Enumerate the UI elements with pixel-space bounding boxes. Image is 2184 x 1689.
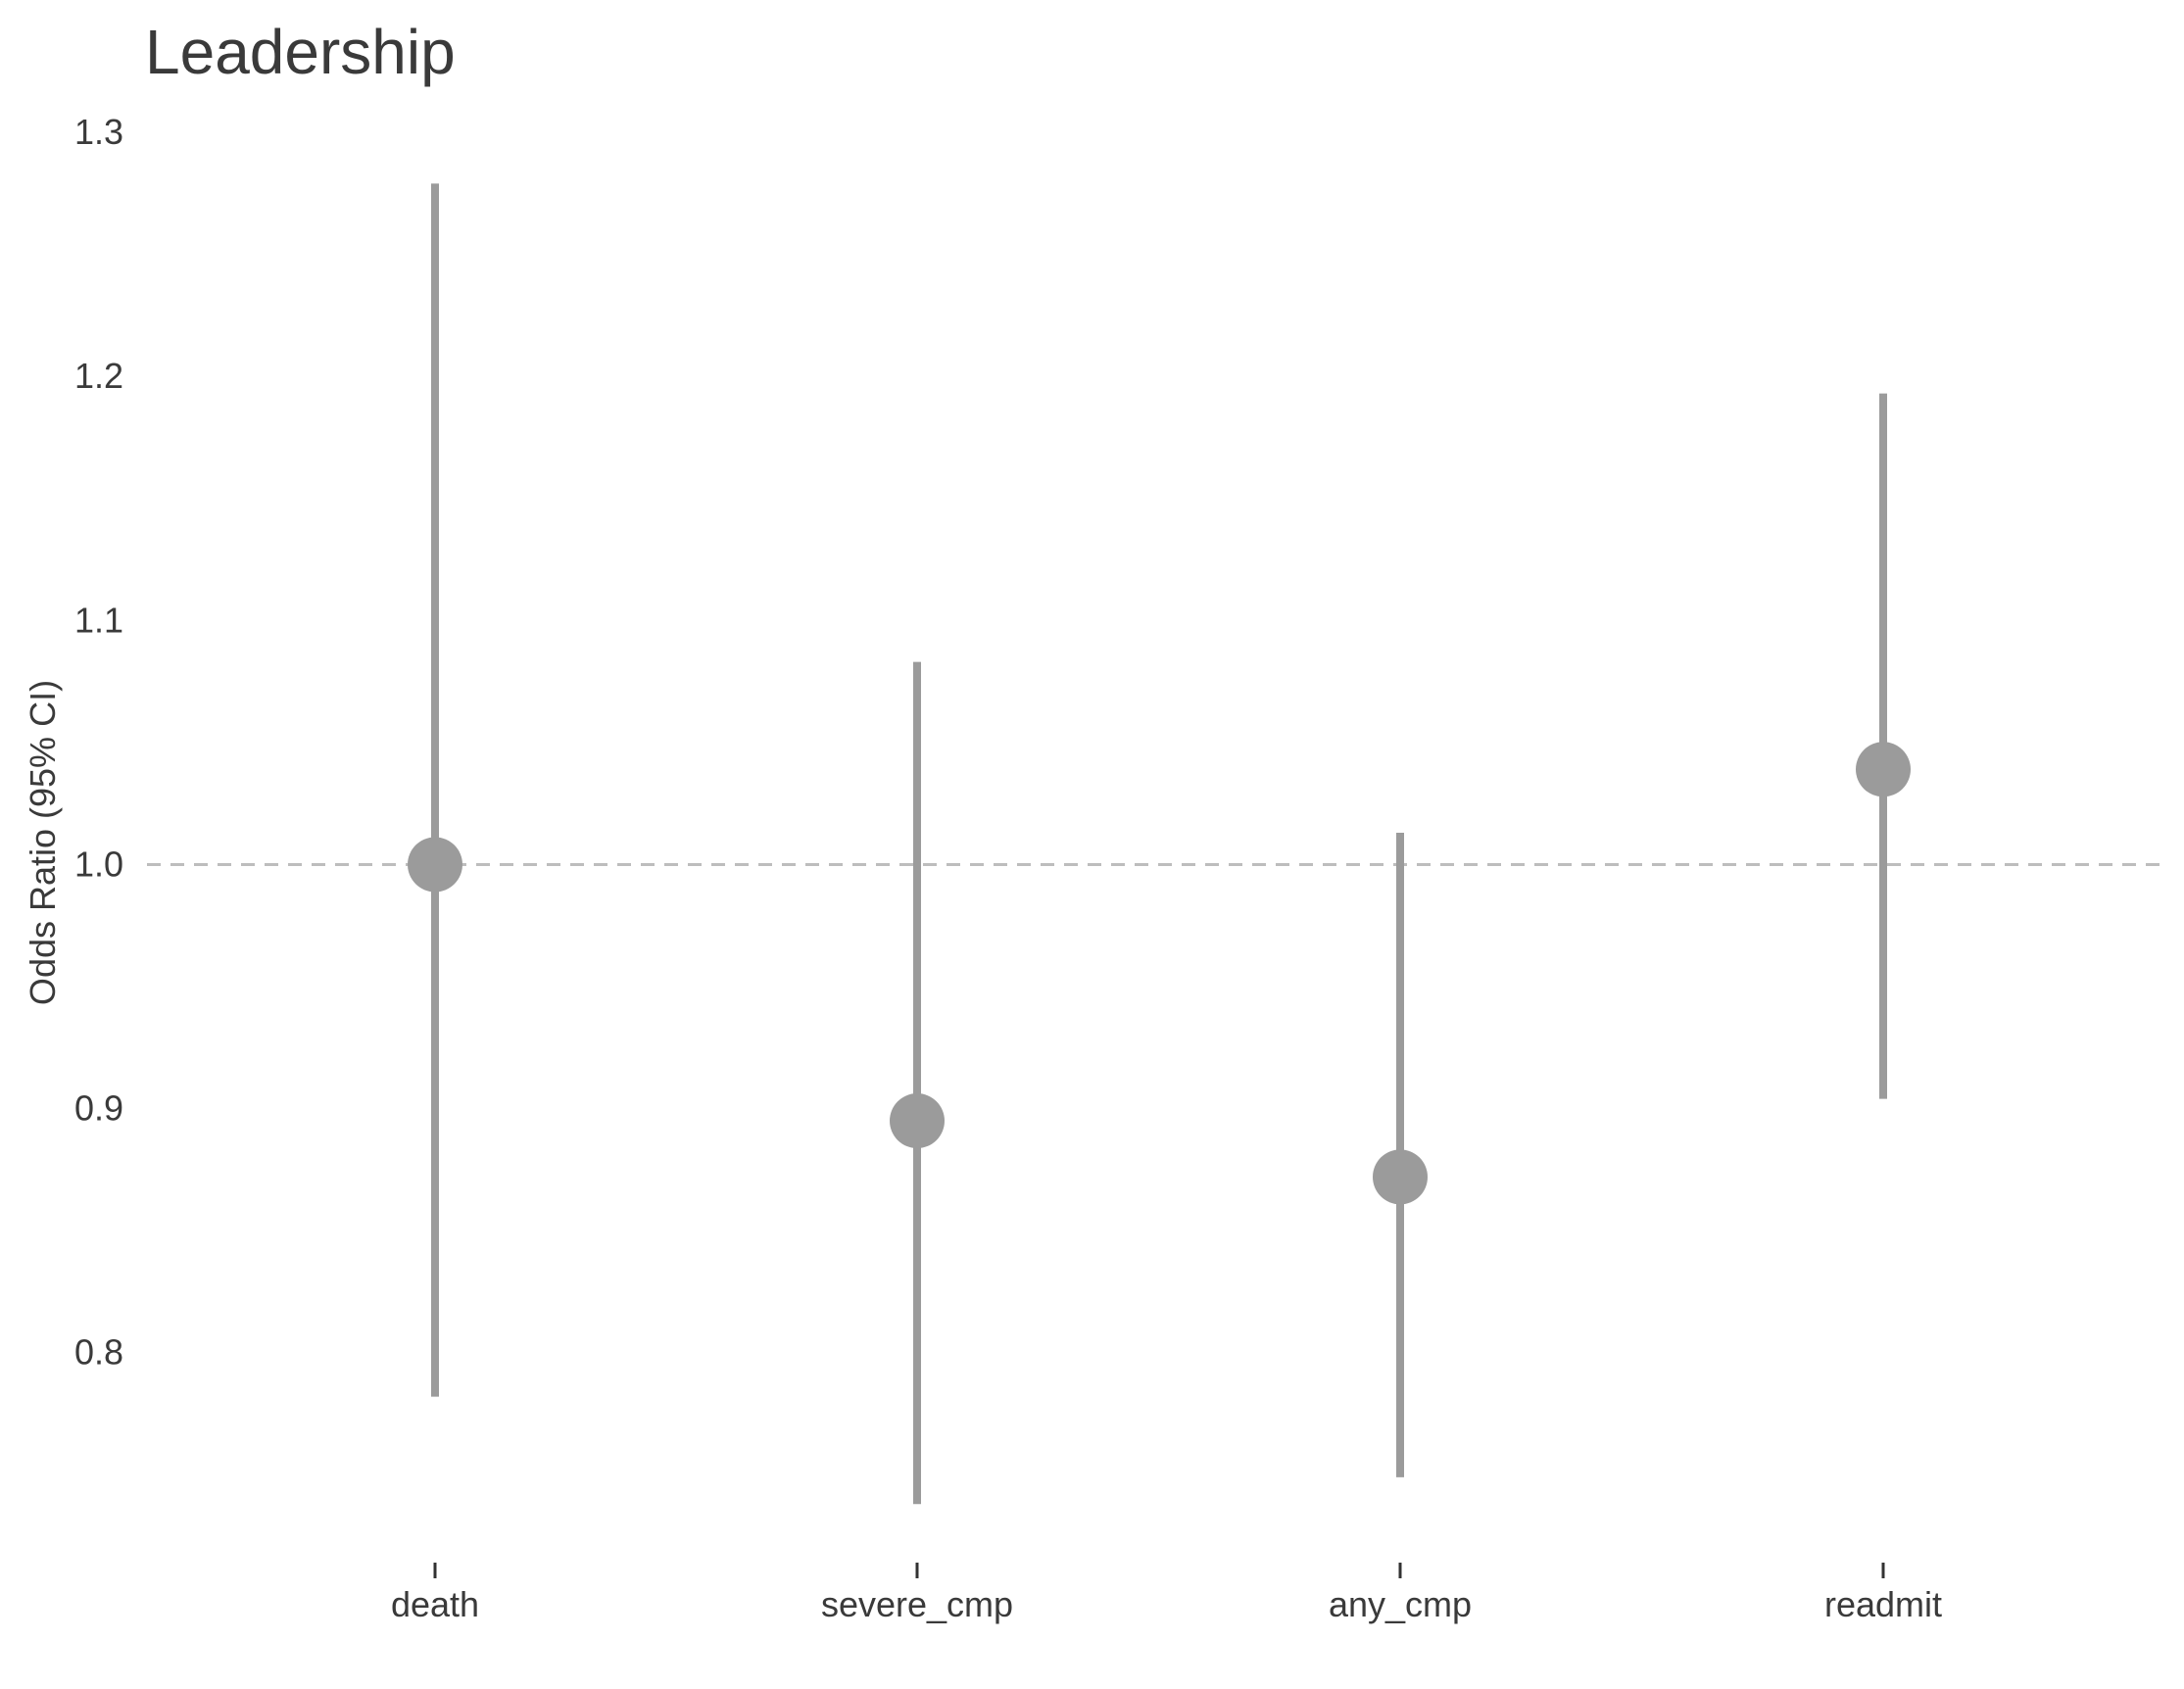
y-axis-ticks: 0.8 0.9 1.0 1.1 1.2 1.3 — [74, 112, 123, 1373]
point-severe_cmp — [890, 1093, 945, 1149]
x-axis-ticks: death severe_cmp any_cmp readmit — [391, 1563, 1942, 1624]
y-axis-label: Odds Ratio (95% CI) — [23, 680, 63, 1005]
x-tick-label-death: death — [391, 1584, 479, 1624]
y-tick-label: 1.3 — [74, 112, 123, 152]
x-tick-label-readmit: readmit — [1824, 1584, 1942, 1624]
x-tick-label-severe_cmp: severe_cmp — [821, 1584, 1013, 1624]
point-readmit — [1856, 742, 1911, 797]
y-tick-label: 1.0 — [74, 844, 123, 884]
y-tick-label: 1.2 — [74, 356, 123, 396]
y-tick-label: 0.9 — [74, 1088, 123, 1129]
plot-marks — [408, 183, 1911, 1505]
chart-title: Leadership — [145, 17, 456, 87]
point-any_cmp — [1373, 1149, 1428, 1205]
point-death — [408, 837, 462, 893]
y-tick-label: 0.8 — [74, 1332, 123, 1373]
y-tick-label: 1.1 — [74, 600, 123, 640]
x-tick-label-any_cmp: any_cmp — [1329, 1584, 1472, 1624]
